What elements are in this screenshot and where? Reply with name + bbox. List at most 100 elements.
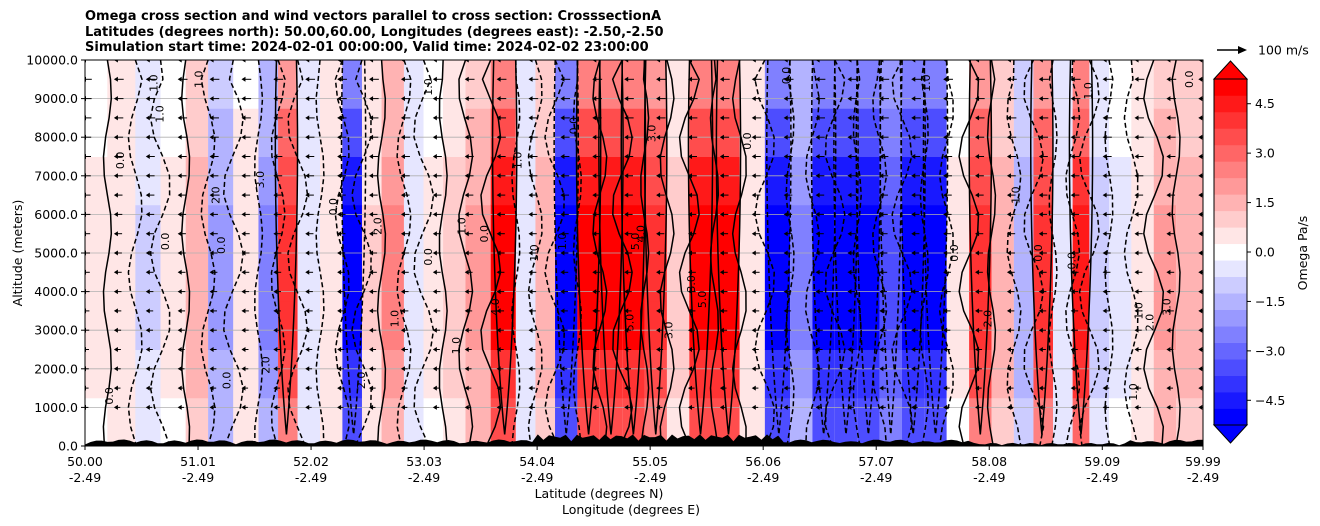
omega-cell xyxy=(622,204,645,254)
wind-vector-head xyxy=(1070,115,1075,121)
omega-cell xyxy=(599,349,623,399)
wind-vector-head xyxy=(1038,385,1043,391)
omega-cell xyxy=(790,397,813,446)
contour-label: 5.0 xyxy=(629,233,642,251)
colorbar-swatch xyxy=(1214,293,1247,310)
wind-vector-head xyxy=(400,211,405,217)
wind-vector-head xyxy=(1134,385,1139,391)
omega-cell xyxy=(160,156,186,206)
wind-vector-head xyxy=(1198,289,1203,295)
wind-vector-head xyxy=(1166,76,1171,82)
omega-cell xyxy=(515,253,536,302)
omega-cell xyxy=(622,60,645,109)
omega-cell xyxy=(258,253,279,302)
wind-vector-head xyxy=(1070,96,1075,102)
omega-cell xyxy=(1131,253,1154,302)
wind-vector-head xyxy=(528,250,533,256)
colorbar: 4.5 3.0 1.5 0.0 −1.5 −3.0 −4.5 xyxy=(1212,60,1285,444)
omega-cell xyxy=(258,204,279,254)
wind-vector-head xyxy=(1102,134,1107,140)
wind-vector-head xyxy=(815,96,820,102)
wind-vector-head xyxy=(1006,211,1011,217)
omega-cell xyxy=(403,397,424,446)
wind-vector-head xyxy=(305,115,310,121)
wind-vector-head xyxy=(624,289,629,295)
omega-cell xyxy=(1089,156,1109,206)
omega-cell xyxy=(1153,349,1177,399)
wind-vector-head xyxy=(145,327,150,333)
y-tick-label: 10000.0 xyxy=(26,53,78,68)
wind-vector-head xyxy=(241,60,246,63)
wind-vector-head xyxy=(273,289,278,295)
wind-vector-head xyxy=(400,269,405,275)
wind-vector-head xyxy=(1038,327,1043,333)
wind-vector-head xyxy=(496,347,501,352)
omega-cell xyxy=(790,301,813,350)
contour-line xyxy=(270,60,286,446)
omega-cell xyxy=(879,204,902,254)
y-axis: 0.0 1000.0 2000.0 3000.0 4000.0 5000.0 6000.0 7… xyxy=(26,53,85,454)
omega-cell xyxy=(381,156,404,206)
wind-vector-head xyxy=(783,327,788,333)
wind-vector-head xyxy=(400,347,405,352)
omega-cell xyxy=(1053,301,1073,350)
omega-cell xyxy=(443,156,466,206)
wind-vector-head xyxy=(1038,366,1043,372)
wind-vector-head xyxy=(1102,211,1107,217)
wind-vector-head xyxy=(592,327,597,333)
wind-vector-head xyxy=(400,366,405,372)
colorbar-swatch xyxy=(1214,342,1247,360)
wind-vector-head xyxy=(943,96,948,102)
wind-vector-head xyxy=(592,134,597,140)
wind-vector-head xyxy=(847,60,852,63)
omega-cell xyxy=(1053,397,1073,446)
contour-line xyxy=(731,60,747,446)
colorbar-tick-label: 4.5 xyxy=(1255,96,1275,111)
wind-vector-head xyxy=(528,96,533,102)
contour-label: 0.0 xyxy=(780,67,793,85)
contour-label: 0.0 xyxy=(159,233,172,251)
wind-vector-head xyxy=(1102,192,1107,198)
wind-vector-head xyxy=(1166,115,1171,121)
wind-vector-head xyxy=(528,385,533,391)
wind-vector-head xyxy=(241,366,246,372)
wind-vector-head xyxy=(145,289,150,295)
wind-vector-head xyxy=(1198,154,1203,159)
omega-cell xyxy=(555,204,578,254)
wind-vector-head xyxy=(847,211,852,217)
colorbar-swatch xyxy=(1214,243,1247,261)
omega-cell xyxy=(320,204,343,254)
omega-cell xyxy=(1089,60,1109,109)
wind-vector-head xyxy=(337,134,342,140)
wind-vector-head xyxy=(975,154,980,159)
wind-vector-head xyxy=(975,347,980,352)
wind-vector-head xyxy=(369,404,374,410)
colorbar-swatch xyxy=(1214,408,1247,426)
wind-vector-head xyxy=(656,250,661,256)
wind-vector-head xyxy=(1070,269,1075,275)
wind-vector-head xyxy=(560,115,565,121)
wind-vector-head xyxy=(688,211,693,217)
wind-vector-head xyxy=(943,250,948,256)
wind-vector-head xyxy=(241,173,246,179)
wind-vector-head xyxy=(209,173,214,179)
wind-vector-head xyxy=(560,327,565,333)
wind-vector-head xyxy=(528,211,533,217)
wind-vector-head xyxy=(688,173,693,179)
x-tick-label-lat: 51.01 xyxy=(180,454,216,469)
omega-cell xyxy=(666,156,690,206)
wind-vector-head xyxy=(688,192,693,198)
wind-vector-head xyxy=(624,96,629,102)
wind-vector-head xyxy=(1166,250,1171,256)
omega-cell xyxy=(278,156,298,206)
omega-cell xyxy=(107,204,136,254)
omega-cell xyxy=(1053,349,1073,399)
wind-vector-head xyxy=(273,134,278,140)
wind-vector-head xyxy=(592,60,597,63)
omega-cell xyxy=(381,397,404,446)
omega-column xyxy=(901,60,925,446)
wind-vector-head xyxy=(847,404,852,410)
wind-vector-head xyxy=(815,192,820,198)
omega-cell xyxy=(381,253,404,302)
